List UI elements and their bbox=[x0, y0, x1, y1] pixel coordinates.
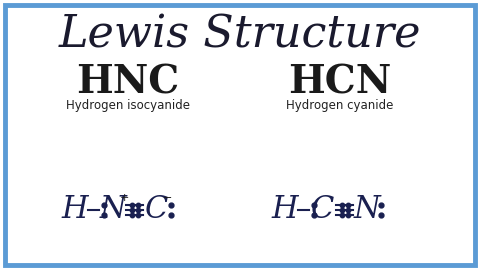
Text: H: H bbox=[62, 194, 88, 225]
Text: H: H bbox=[272, 194, 298, 225]
Text: N: N bbox=[354, 194, 380, 225]
Text: N: N bbox=[100, 194, 126, 225]
Text: Lewis Structure: Lewis Structure bbox=[59, 14, 421, 57]
Text: Hydrogen isocyanide: Hydrogen isocyanide bbox=[66, 100, 190, 113]
Text: +: + bbox=[120, 193, 129, 203]
Text: C: C bbox=[145, 194, 168, 225]
Text: HNC: HNC bbox=[76, 63, 180, 101]
Text: Hydrogen cyanide: Hydrogen cyanide bbox=[286, 100, 394, 113]
Text: HCN: HCN bbox=[288, 63, 392, 101]
Text: C: C bbox=[312, 194, 335, 225]
Text: −: − bbox=[163, 193, 173, 203]
